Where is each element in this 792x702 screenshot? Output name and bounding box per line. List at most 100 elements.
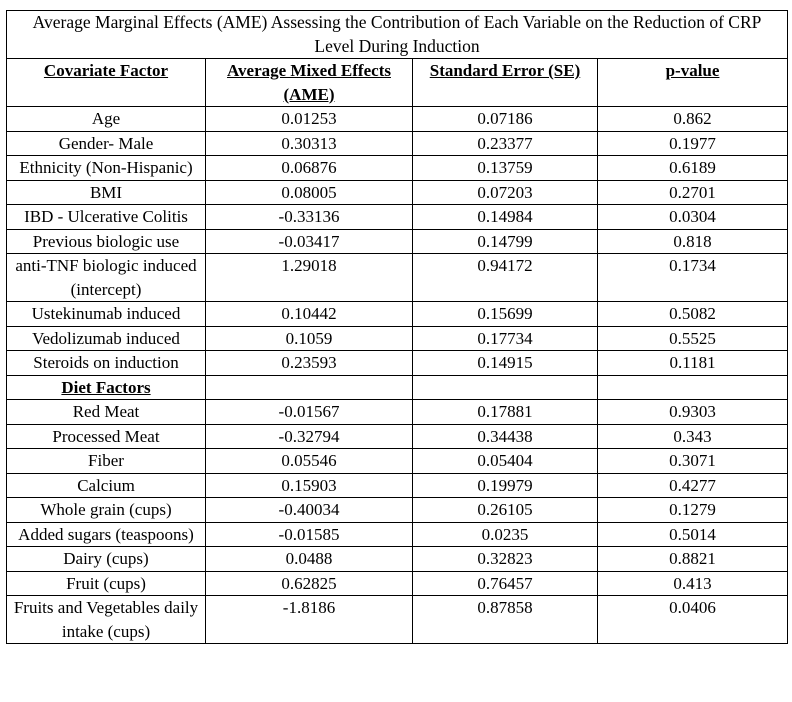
table-row: Ustekinumab induced 0.10442 0.15699 0.5082 <box>6 301 789 327</box>
factor-cell: Added sugars (teaspoons) <box>6 521 206 547</box>
factor-cell: BMI <box>6 179 206 205</box>
se-cell: 0.07203 <box>412 179 598 205</box>
factor-cell: Fiber <box>6 448 206 474</box>
table-row: Red Meat -0.01567 0.17881 0.9303 <box>6 399 789 425</box>
p-value-cell: 0.413 <box>596 570 789 596</box>
p-value-cell: 0.1977 <box>596 130 789 156</box>
p-value-cell: 0.3071 <box>596 448 789 474</box>
ame-cell: 0.15903 <box>205 472 413 498</box>
p-value-cell: 0.5082 <box>596 301 789 327</box>
ame-cell: -0.32794 <box>205 423 413 449</box>
ame-cell <box>205 374 413 400</box>
ame-cell: 1.29018 <box>205 253 413 302</box>
p-value-cell: 0.1181 <box>596 350 789 376</box>
ame-cell: 0.08005 <box>205 179 413 205</box>
factor-cell: Steroids on induction <box>6 350 206 376</box>
ame-cell: -0.40034 <box>205 497 413 523</box>
table-title: Average Marginal Effects (AME) Assessing… <box>5 10 789 59</box>
se-cell <box>412 374 598 400</box>
se-cell: 0.87858 <box>412 595 598 644</box>
ame-cell: 0.06876 <box>205 155 413 181</box>
factor-cell: Fruit (cups) <box>6 570 206 596</box>
header-row: Covariate Factor Average Mixed Effects (… <box>6 58 789 107</box>
factor-cell: Gender- Male <box>6 130 206 156</box>
table-row: Previous biologic use -0.03417 0.14799 0.81… <box>6 228 789 254</box>
factor-cell: Diet Factors <box>6 374 206 400</box>
p-value-cell: 0.0304 <box>596 204 789 230</box>
p-value-cell: 0.343 <box>596 423 789 449</box>
table-row: Ethnicity (Non-Hispanic) 0.06876 0.13759 0.… <box>6 155 789 181</box>
se-cell: 0.0235 <box>412 521 598 547</box>
factor-cell: Dairy (cups) <box>6 546 206 572</box>
section-row: Diet Factors <box>6 374 789 400</box>
factor-cell: Previous biologic use <box>6 228 206 254</box>
p-value-cell: 0.6189 <box>596 155 789 181</box>
factor-cell: Ethnicity (Non-Hispanic) <box>6 155 206 181</box>
se-cell: 0.34438 <box>412 423 598 449</box>
p-value-cell: 0.1279 <box>596 497 789 523</box>
se-cell: 0.19979 <box>412 472 598 498</box>
table-row: Vedolizumab induced 0.1059 0.17734 0.5525 <box>6 325 789 351</box>
se-cell: 0.14915 <box>412 350 598 376</box>
se-cell: 0.32823 <box>412 546 598 572</box>
header-p-value: p-value <box>596 58 789 107</box>
ame-cell: -0.01585 <box>205 521 413 547</box>
se-cell: 0.15699 <box>412 301 598 327</box>
table-row: IBD - Ulcerative Colitis -0.33136 0.14984 0… <box>6 204 789 230</box>
p-value-cell: 0.5014 <box>596 521 789 547</box>
p-value-cell: 0.818 <box>596 228 789 254</box>
p-value-cell: 0.862 <box>596 106 789 132</box>
ame-cell: 0.10442 <box>205 301 413 327</box>
table-row: anti-TNF biologic induced (intercept) 1.2… <box>6 253 789 302</box>
factor-cell: Calcium <box>6 472 206 498</box>
factor-cell: Whole grain (cups) <box>6 497 206 523</box>
se-cell: 0.07186 <box>412 106 598 132</box>
factor-cell: Red Meat <box>6 399 206 425</box>
ame-cell: 0.23593 <box>205 350 413 376</box>
ame-cell: -1.8186 <box>205 595 413 644</box>
p-value-cell: 0.8821 <box>596 546 789 572</box>
se-cell: 0.17881 <box>412 399 598 425</box>
factor-cell: anti-TNF biologic induced (intercept) <box>6 253 206 302</box>
ame-cell: -0.33136 <box>205 204 413 230</box>
p-value-cell: 0.9303 <box>596 399 789 425</box>
factor-cell: Vedolizumab induced <box>6 325 206 351</box>
ame-cell: -0.01567 <box>205 399 413 425</box>
ame-cell: -0.03417 <box>205 228 413 254</box>
p-value-cell: 0.5525 <box>596 325 789 351</box>
p-value-cell: 0.2701 <box>596 179 789 205</box>
ame-cell: 0.62825 <box>205 570 413 596</box>
se-cell: 0.17734 <box>412 325 598 351</box>
factor-cell: Age <box>6 106 206 132</box>
ame-cell: 0.0488 <box>205 546 413 572</box>
se-cell: 0.13759 <box>412 155 598 181</box>
ame-cell: 0.05546 <box>205 448 413 474</box>
ame-cell: 0.1059 <box>205 325 413 351</box>
table-row: BMI 0.08005 0.07203 0.2701 <box>6 179 789 205</box>
se-cell: 0.14984 <box>412 204 598 230</box>
factor-cell: Fruits and Vegetables daily intake (cups… <box>6 595 206 644</box>
table-row: Steroids on induction 0.23593 0.14915 0.118… <box>6 350 789 376</box>
table-row: Age 0.01253 0.07186 0.862 <box>6 106 789 132</box>
table-row: Fiber 0.05546 0.05404 0.3071 <box>6 448 789 474</box>
table-body: Age 0.01253 0.07186 0.862 Gender- Male 0.3031… <box>6 106 789 644</box>
table-row: Fruits and Vegetables daily intake (cups… <box>6 595 789 644</box>
se-cell: 0.94172 <box>412 253 598 302</box>
p-value-cell: 0.0406 <box>596 595 789 644</box>
factor-cell: Ustekinumab induced <box>6 301 206 327</box>
table-row: Added sugars (teaspoons) -0.01585 0.0235 0.… <box>6 521 789 547</box>
factor-cell: IBD - Ulcerative Colitis <box>6 204 206 230</box>
se-cell: 0.05404 <box>412 448 598 474</box>
se-cell: 0.23377 <box>412 130 598 156</box>
factor-cell: Processed Meat <box>6 423 206 449</box>
se-cell: 0.26105 <box>412 497 598 523</box>
table-row: Processed Meat -0.32794 0.34438 0.343 <box>6 423 789 449</box>
header-ame: Average Mixed Effects (AME) <box>205 58 413 107</box>
table-row: Dairy (cups) 0.0488 0.32823 0.8821 <box>6 546 789 572</box>
header-standard-error: Standard Error (SE) <box>412 58 598 107</box>
table-row: Gender- Male 0.30313 0.23377 0.1977 <box>6 130 789 156</box>
table-row: Fruit (cups) 0.62825 0.76457 0.413 <box>6 570 789 596</box>
p-value-cell: 0.4277 <box>596 472 789 498</box>
ame-table: Average Marginal Effects (AME) Assessing… <box>5 10 789 644</box>
se-cell: 0.14799 <box>412 228 598 254</box>
